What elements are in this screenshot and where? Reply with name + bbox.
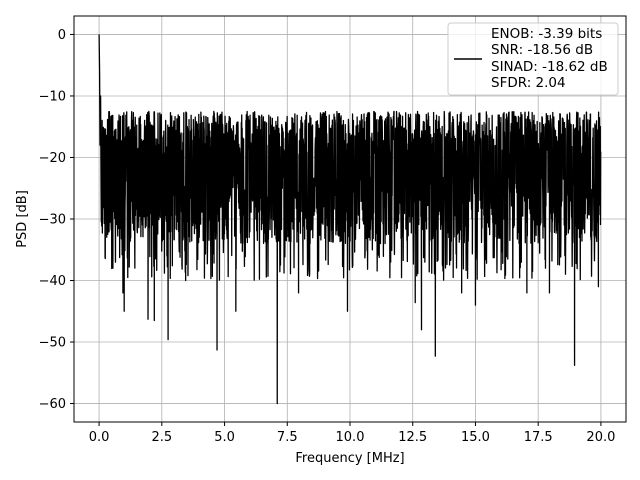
legend: ENOB: -3.39 bits SNR: -18.56 dB SINAD: -… [447, 22, 619, 96]
x-tick-label: 12.5 [398, 430, 427, 445]
x-tick-label: 20.0 [586, 430, 615, 445]
y-tick-label: −40 [39, 274, 66, 289]
y-tick-label: −30 [39, 213, 66, 228]
x-axis-label: Frequency [MHz] [295, 451, 404, 466]
y-tick-label: −50 [39, 336, 66, 351]
legend-line-snr: SNR: -18.56 dB [491, 42, 593, 58]
legend-box [447, 22, 619, 96]
series-group [98, 34, 602, 405]
legend-line-enob: ENOB: -3.39 bits [491, 26, 602, 42]
x-tick-label: 0.0 [89, 430, 110, 445]
y-axis-ticks: 0 −10 −20 −30 −40 −50 −60 [39, 28, 74, 412]
y-tick-label: −10 [39, 89, 66, 104]
y-tick-label: 0 [58, 28, 66, 43]
legend-line-sinad: SINAD: -18.62 dB [491, 59, 608, 75]
x-tick-label: 5.0 [214, 430, 235, 445]
psd-series-line [98, 34, 602, 405]
x-tick-label: 7.5 [277, 430, 298, 445]
x-axis-ticks: 0.0 2.5 5.0 7.5 10.0 12.5 15.0 17.5 20.0 [89, 422, 615, 445]
y-tick-label: −60 [39, 397, 66, 412]
x-tick-label: 2.5 [151, 430, 172, 445]
y-tick-label: −20 [39, 151, 66, 166]
x-tick-label: 10.0 [336, 430, 365, 445]
y-axis-label: PSD [dB] [15, 190, 30, 248]
x-tick-label: 17.5 [524, 430, 553, 445]
legend-line-sfdr: SFDR: 2.04 [491, 75, 566, 91]
x-tick-label: 15.0 [461, 430, 490, 445]
